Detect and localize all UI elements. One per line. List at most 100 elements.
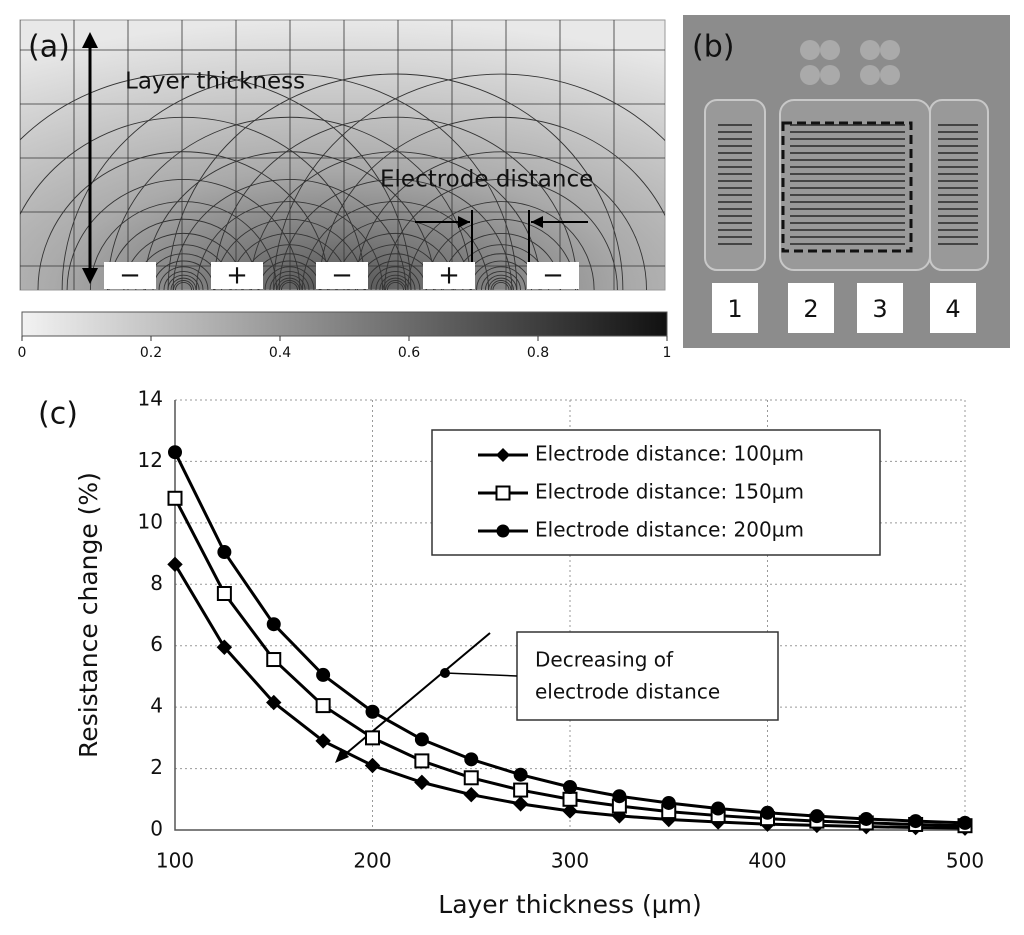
marker xyxy=(217,545,232,560)
field-line xyxy=(407,201,595,290)
panel-label: (b) xyxy=(692,30,734,65)
marker xyxy=(495,485,511,501)
chip xyxy=(704,99,766,271)
field-line xyxy=(143,151,436,290)
field-line xyxy=(492,282,510,290)
panel-a: (a) Layer thickness Electrode distance xyxy=(19,19,668,337)
marker xyxy=(562,803,578,819)
marker xyxy=(711,801,726,816)
annotation: electrode distance xyxy=(535,680,720,704)
field-line xyxy=(273,274,306,290)
x-tick-label: 400 xyxy=(748,849,786,873)
field-line xyxy=(355,151,647,290)
field-line xyxy=(370,266,421,290)
marker xyxy=(414,774,430,791)
x-tick-label: 200 xyxy=(353,849,391,873)
marker xyxy=(496,448,510,462)
marker xyxy=(512,796,529,812)
field-line xyxy=(387,282,404,290)
annotation-box xyxy=(516,631,779,721)
chip-label-box xyxy=(857,283,903,333)
y-tick-label: 14 xyxy=(138,387,163,411)
annotation: Layer thickness xyxy=(125,69,305,95)
marker xyxy=(167,490,183,506)
arrow-head xyxy=(335,748,349,763)
field-lines xyxy=(20,20,665,290)
chart: (c) Resistance change (%) Layer thicknes… xyxy=(38,387,984,920)
legend-label: Electrode distance: 150µm xyxy=(535,480,804,504)
marker xyxy=(563,780,577,794)
marker xyxy=(216,586,232,601)
field-area xyxy=(19,19,666,291)
field-line xyxy=(375,271,416,290)
field-line xyxy=(163,271,204,290)
electrode-sign: + xyxy=(438,261,460,291)
y-tick-label: 12 xyxy=(138,448,163,472)
marker xyxy=(760,805,775,820)
marker xyxy=(315,698,331,714)
y-tick-label: 4 xyxy=(150,694,163,718)
legend-label: Electrode distance: 200µm xyxy=(535,518,804,542)
electrode xyxy=(316,262,368,289)
marker xyxy=(496,524,510,538)
x-tick-label: 300 xyxy=(551,849,589,873)
marker xyxy=(364,757,381,774)
field-line xyxy=(320,218,471,290)
y-tick-label: 2 xyxy=(150,755,163,779)
panel-label: (c) xyxy=(38,397,78,432)
x-tick-label: 500 xyxy=(946,849,984,873)
marker xyxy=(958,815,972,830)
y-tick-label: 8 xyxy=(150,571,163,595)
field-line xyxy=(481,271,521,290)
colorbar-tick-label: 0 xyxy=(18,345,27,361)
field-line xyxy=(279,280,300,290)
field-line xyxy=(382,277,409,290)
field-line xyxy=(384,179,618,290)
chip-label: 1 xyxy=(727,295,742,323)
colorbar-tick-label: 0.6 xyxy=(398,345,420,361)
field-line xyxy=(264,266,315,290)
marker xyxy=(908,814,923,829)
marker xyxy=(365,730,380,746)
legend-label: Electrode distance: 100µm xyxy=(535,442,804,466)
axis xyxy=(174,400,965,831)
field-line xyxy=(37,151,330,290)
y-tick-label: 6 xyxy=(150,632,163,656)
colorbar xyxy=(21,311,668,337)
field-line xyxy=(276,277,303,290)
callout-line xyxy=(444,672,518,677)
field-line xyxy=(20,73,412,290)
x-tick-label: 100 xyxy=(156,849,194,873)
field-line xyxy=(158,266,209,290)
marker xyxy=(167,556,183,573)
colorbar-tick-label: 0.4 xyxy=(269,345,291,361)
field-line xyxy=(379,274,412,290)
field-line xyxy=(278,179,513,290)
pads xyxy=(800,40,900,85)
marker xyxy=(266,652,282,668)
electrode xyxy=(104,262,156,289)
field-line xyxy=(175,282,192,290)
marker xyxy=(463,770,479,786)
field-line xyxy=(281,282,298,290)
field-line xyxy=(170,277,197,290)
marker xyxy=(809,809,824,824)
chip-label: 2 xyxy=(803,295,818,323)
marker xyxy=(463,786,479,803)
marker xyxy=(414,753,430,769)
electrode-sign: − xyxy=(542,261,564,291)
electrode xyxy=(527,262,579,289)
field-line xyxy=(490,280,512,290)
field-line xyxy=(249,151,542,290)
field-line xyxy=(173,280,194,290)
field-line xyxy=(269,271,310,290)
chip xyxy=(929,99,989,271)
colorbar-tick-label: 0.2 xyxy=(140,345,162,361)
marker xyxy=(266,694,282,711)
field-line xyxy=(107,116,472,290)
field-line xyxy=(484,274,518,290)
electrode-sign: − xyxy=(331,261,353,291)
marker xyxy=(513,782,529,798)
field-line xyxy=(172,179,407,290)
